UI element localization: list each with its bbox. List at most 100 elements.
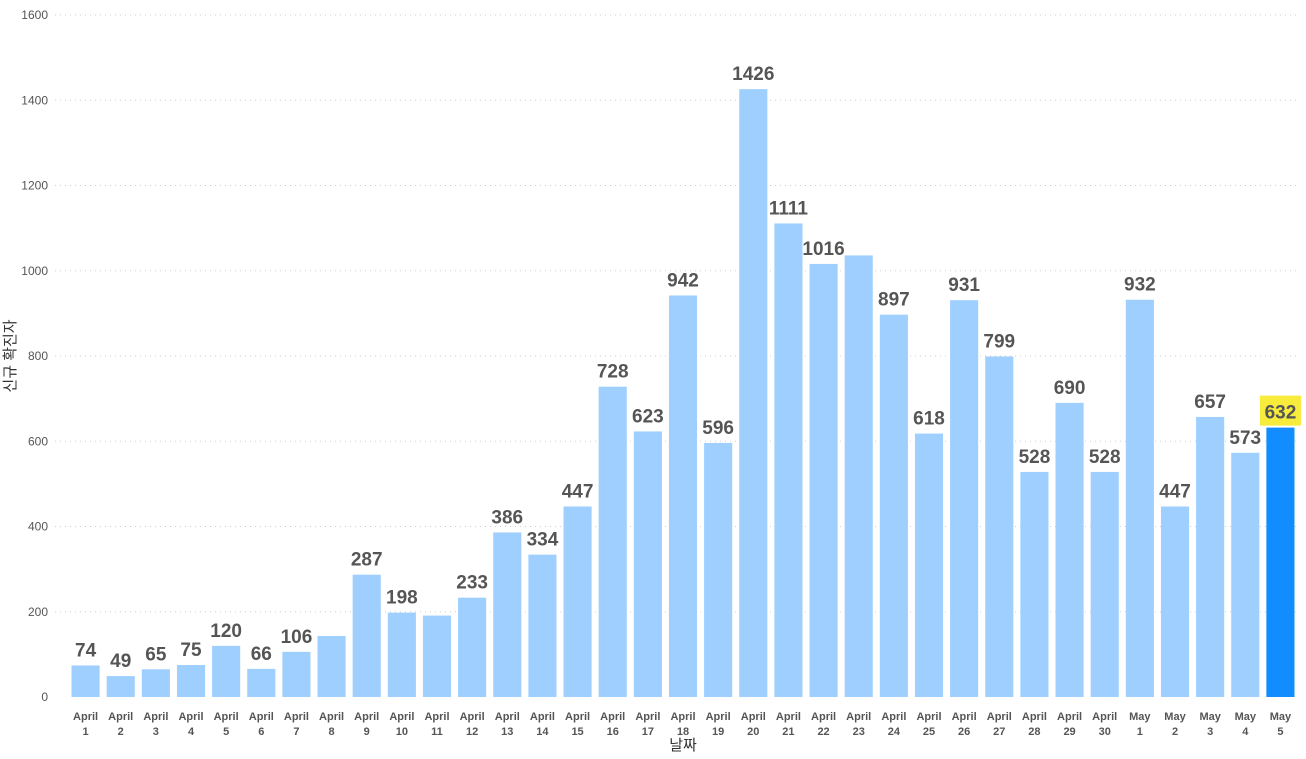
x-tick-label: 14 [536,726,549,738]
x-tick-label: 4 [1242,726,1249,738]
data-label: 198 [386,588,418,609]
data-label: 623 [632,406,664,427]
data-label: 528 [1089,447,1121,468]
x-tick-label: April [424,711,449,723]
x-tick-label: May [1270,711,1292,723]
x-tick-label: April [635,711,660,723]
data-label: 932 [1124,275,1156,296]
x-tick-label: April [987,711,1012,723]
x-tick-label: 4 [188,726,195,738]
data-label: 528 [1019,447,1051,468]
data-label: 49 [110,651,131,672]
x-tick-label: 8 [329,726,335,738]
bar [141,669,170,697]
x-tick-label: April [881,711,906,723]
y-tick-label: 1600 [21,8,48,22]
x-axis-ticks: April 1 April 2 April 3 April 4 April 5 April 6 Apri… [73,711,1292,738]
x-tick-label: April [741,711,766,723]
x-tick-label: 3 [153,726,159,738]
y-axis-title: 신규 확진자 [2,319,19,392]
x-tick-label: April [1057,711,1082,723]
x-tick-label: 1 [83,726,89,738]
bar [668,295,698,697]
x-tick-label: 19 [712,726,724,738]
x-tick-label: April [143,711,168,723]
x-tick-label: 25 [923,726,935,738]
bar [1266,427,1295,697]
bar [176,665,206,697]
x-tick-label: May [1164,711,1186,723]
bar [317,636,346,697]
x-tick-label: 27 [993,726,1005,738]
data-label: 931 [948,275,980,296]
y-tick-label: 400 [28,520,48,534]
data-label: 1111 [769,198,809,219]
y-tick-label: 800 [28,349,48,363]
x-tick-label: 3 [1207,726,1213,738]
x-axis-title: 날짜 [669,737,697,754]
bar [247,668,276,697]
bars [71,89,1295,698]
x-tick-label: April [776,711,801,723]
x-tick-label: April [600,711,625,723]
y-tick-label: 0 [41,690,48,704]
bar [1196,416,1225,697]
x-tick-label: May [1235,711,1257,723]
x-tick-label: April [952,711,977,723]
x-tick-label: 5 [1277,726,1283,738]
bar [563,506,592,697]
x-tick-label: 21 [782,726,794,738]
x-tick-label: April [565,711,590,723]
data-label: 65 [145,644,167,665]
x-tick-label: April [916,711,941,723]
x-tick-label: April [389,711,414,723]
x-tick-label: 30 [1099,726,1111,738]
x-tick-label: 7 [293,726,299,738]
data-label: 386 [491,507,523,528]
bar [950,300,979,697]
y-tick-label: 1000 [21,264,48,278]
data-label: 1426 [732,64,774,85]
x-tick-label: 5 [223,726,229,738]
x-tick-label: April [706,711,731,723]
bar [493,532,522,697]
x-tick-label: May [1129,711,1151,723]
data-label: 66 [251,644,272,665]
bar [106,676,135,697]
x-tick-label: 20 [747,726,759,738]
x-tick-label: April [670,711,695,723]
bar [809,263,838,697]
data-label: 618 [913,409,945,430]
x-tick-label: 15 [571,726,583,738]
x-tick-label: April [354,711,379,723]
bar [71,665,100,697]
data-label: 334 [527,530,559,551]
x-tick-label: April [460,711,485,723]
bar [212,645,241,697]
x-tick-label: April [73,711,98,723]
bar [528,554,557,697]
x-tick-label: 12 [466,726,478,738]
x-tick-label: April [214,711,239,723]
x-tick-label: 24 [888,726,901,738]
y-tick-label: 1200 [21,179,48,193]
x-tick-label: 2 [1172,726,1178,738]
data-label: 74 [75,640,97,661]
data-label: 573 [1229,428,1261,449]
x-tick-label: 18 [677,726,689,738]
y-tick-label: 200 [28,605,48,619]
y-axis-ticks: 0 200 400 600 800 1000 1200 1400 1600 [21,8,48,704]
x-tick-label: April [846,711,871,723]
x-tick-label: April [811,711,836,723]
data-label: 632 [1265,403,1297,424]
data-label: 106 [281,627,313,648]
data-label: 596 [702,418,734,439]
x-tick-label: 11 [431,726,443,738]
bar [704,442,733,697]
bar [739,89,768,698]
x-tick-label: May [1199,711,1221,723]
y-tick-label: 1400 [21,93,48,107]
x-tick-label: April [178,711,203,723]
bar [879,314,908,697]
